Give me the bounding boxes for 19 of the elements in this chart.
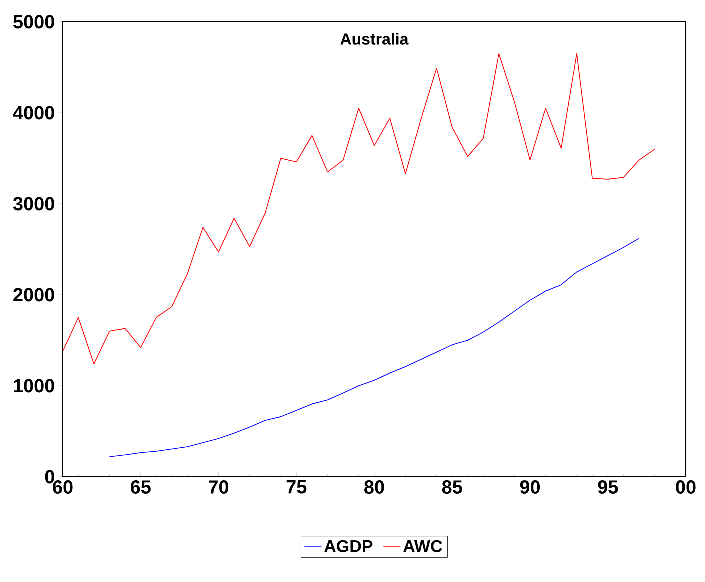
x-tick-label: 65 — [131, 480, 151, 494]
x-tick-label: 70 — [209, 480, 229, 494]
line-series — [63, 53, 656, 365]
x-tick-label: 00 — [676, 480, 696, 494]
x-tick-label: 90 — [520, 480, 540, 494]
y-tick-label: 0 — [45, 470, 54, 484]
legend-label: AWC — [404, 540, 442, 552]
y-tick-label: 2000 — [14, 288, 54, 302]
x-tick-label: 95 — [598, 480, 618, 494]
x-tick-label: 85 — [442, 480, 462, 494]
text: Australia — [340, 33, 409, 45]
legend-label: AGDP — [324, 540, 373, 552]
y-tick-label: 5000 — [14, 15, 54, 29]
y-tick-label: 3000 — [13, 197, 54, 211]
x-tick-label: 80 — [364, 480, 384, 494]
y-tick-label: 1000 — [14, 379, 54, 393]
x-tick-label: 75 — [286, 480, 307, 494]
x-tick-label: 60 — [53, 480, 73, 494]
y-tick-label: 4000 — [13, 106, 54, 120]
